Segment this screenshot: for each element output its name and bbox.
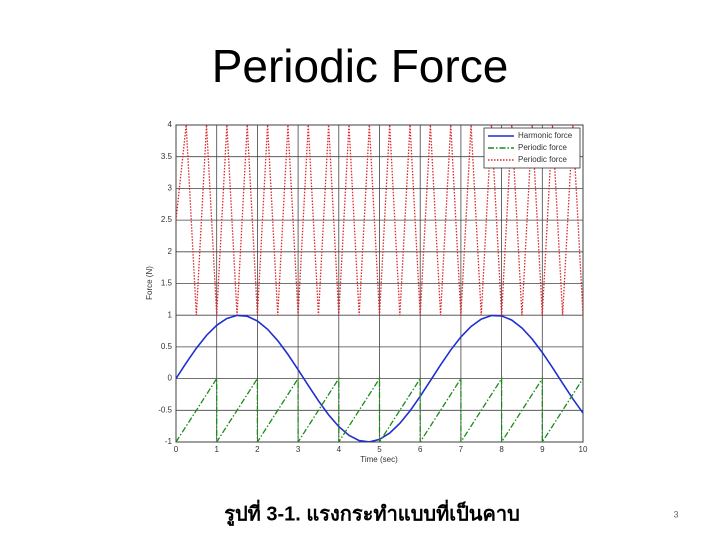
grid: [175, 124, 584, 443]
y-tick-label: 0.5: [161, 342, 173, 351]
caption: รูปที่ 3-1. แรงกระทำแบบที่เป็นคาบ: [224, 498, 520, 527]
x-tick-label: 7: [459, 445, 464, 454]
y-tick-label: 1.5: [161, 279, 173, 288]
legend-label: Periodic force: [518, 155, 567, 164]
y-tick-label: -1: [165, 437, 173, 446]
legend: Harmonic force Periodic force Periodic for…: [483, 127, 581, 169]
y-tick-label: 2: [168, 247, 173, 256]
x-tick-label: 3: [296, 445, 301, 454]
y-tick-label: 3: [168, 184, 173, 193]
series-line: [176, 125, 583, 316]
x-tick-label: 10: [579, 445, 588, 454]
labels: -1 -0.5 0 0.5 1 1.5 2 2.5 3 3.5 4 0 1 2 3 4 5 6 7 8 9 10: [158, 120, 588, 454]
y-tick-label: 3.5: [161, 152, 173, 161]
y-tick-label: 0: [168, 374, 173, 383]
y-tick-label: 1: [168, 310, 173, 319]
lines: [176, 125, 583, 442]
x-tick-label: 1: [214, 445, 219, 454]
x-tick-label: 0: [174, 445, 179, 454]
x-tick-label: 5: [377, 445, 382, 454]
y-tick-label: 2.5: [161, 215, 173, 224]
legend-label: Periodic force: [518, 143, 567, 152]
slide-title: Periodic Force: [212, 40, 509, 92]
x-tick-label: 2: [255, 445, 260, 454]
y-tick-label: 4: [168, 120, 173, 129]
x-tick-label: 8: [499, 445, 504, 454]
y-tick-label: -0.5: [158, 405, 172, 414]
page-number: 3: [673, 509, 678, 519]
x-tick-label: 6: [418, 445, 423, 454]
y-axis-label: Force (N): [145, 266, 154, 300]
x-axis-label: Time (sec): [360, 455, 398, 464]
x-tick-label: 9: [540, 445, 545, 454]
x-tick-label: 4: [337, 445, 342, 454]
legend-label: Harmonic force: [518, 131, 573, 140]
